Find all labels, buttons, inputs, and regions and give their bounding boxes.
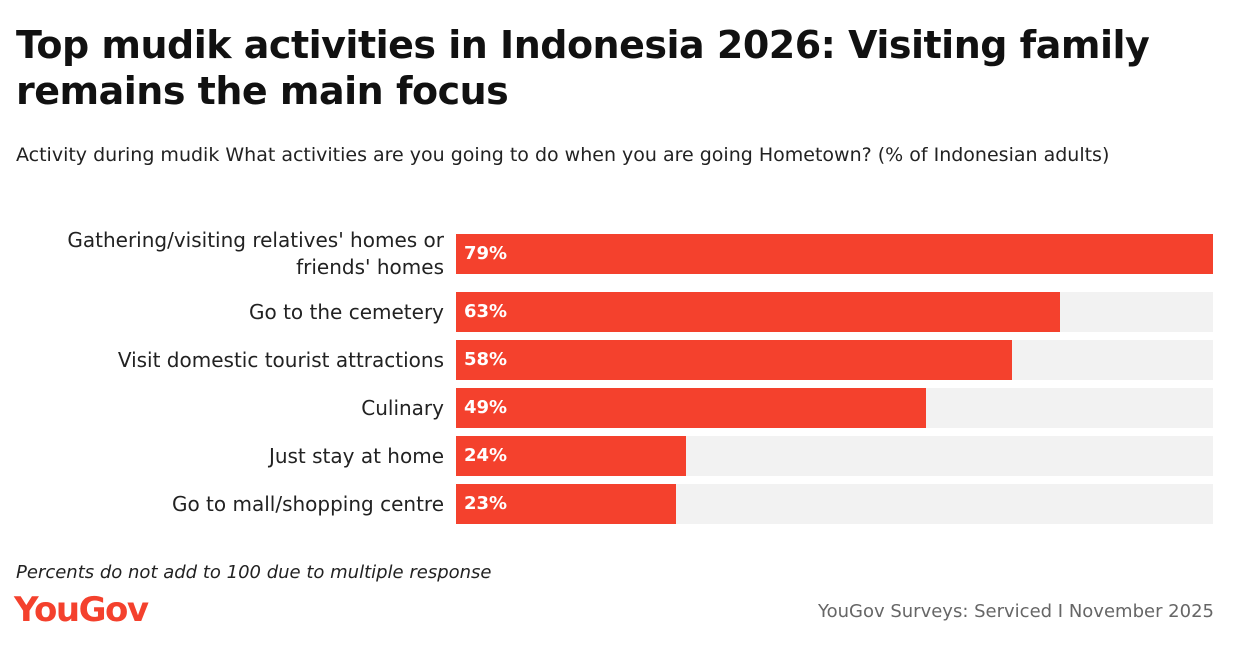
- bar: [456, 388, 926, 428]
- chart-title: Top mudik activities in Indonesia 2026: …: [16, 23, 1150, 113]
- value-label: 58%: [464, 349, 508, 370]
- logo: YouGov: [14, 590, 149, 630]
- bar: [456, 484, 677, 524]
- value-label: 49%: [464, 397, 508, 418]
- value-label: 23%: [464, 493, 508, 514]
- source: YouGov Surveys: Serviced I November 2025: [817, 601, 1214, 622]
- value-label: 63%: [464, 301, 508, 322]
- category-label: Go to mall/shopping centre: [171, 491, 444, 516]
- category-label: Go to the cemetery: [249, 299, 444, 324]
- bar: [456, 292, 1060, 332]
- bar: [456, 340, 1012, 380]
- category-label: Visit domestic tourist attractions: [117, 347, 444, 372]
- category-label: Gathering/visiting relatives' homes or f…: [67, 228, 444, 279]
- bar: [456, 436, 686, 476]
- value-label: 24%: [464, 445, 508, 466]
- category-label: Just stay at home: [268, 443, 444, 468]
- footnote: Percents do not add to 100 due to multip…: [16, 562, 492, 583]
- chart-subtitle: Activity during mudik What activities ar…: [16, 144, 1110, 166]
- value-label: 79%: [464, 243, 508, 264]
- category-label: Culinary: [361, 395, 444, 420]
- bar: [456, 234, 1213, 274]
